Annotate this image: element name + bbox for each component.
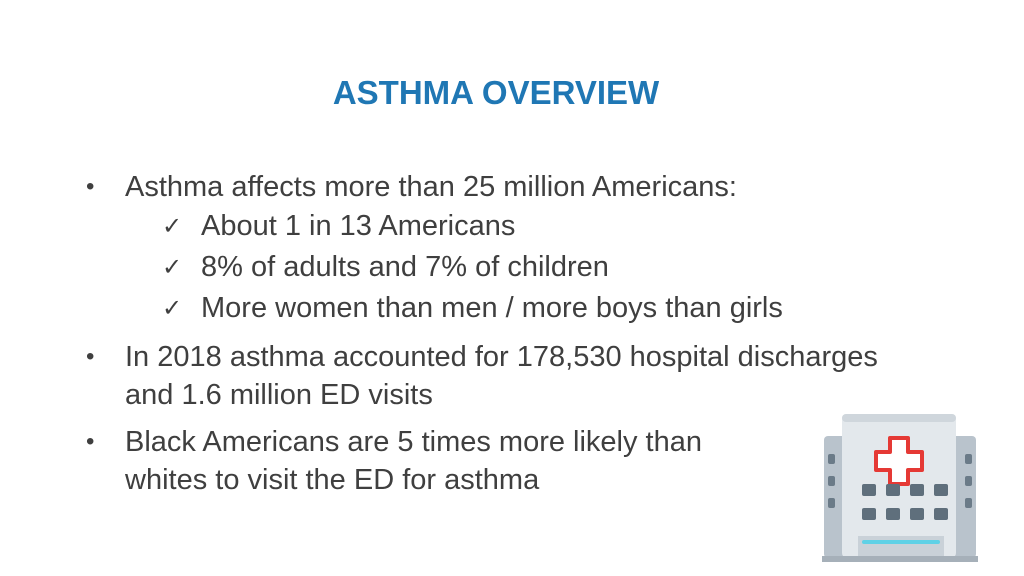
sub-item: ✓ About 1 in 13 Americans — [125, 206, 886, 247]
checkmark-icon: ✓ — [162, 254, 183, 281]
bullet-text: In 2018 asthma accounted for 178,530 hos… — [125, 341, 878, 411]
bullet-marker: • — [86, 343, 95, 370]
sub-item: ✓ 8% of adults and 7% of children — [125, 247, 886, 288]
slide-title: ASTHMA OVERVIEW — [332, 74, 660, 111]
hospital-icon — [822, 414, 978, 562]
bullet-text: Black Americans are 5 times more likely … — [125, 426, 702, 496]
bullet-marker: • — [86, 173, 95, 200]
bullet-marker: • — [86, 428, 95, 455]
bullet-item: • Asthma affects more than 25 million Am… — [86, 168, 886, 329]
sub-item-text: More women than men / more boys than gir… — [201, 292, 783, 324]
bullet-item: • Black Americans are 5 times more likel… — [86, 423, 886, 499]
bullet-text: Asthma affects more than 25 million Amer… — [125, 171, 737, 203]
bullet-item: • In 2018 asthma accounted for 178,530 h… — [86, 338, 886, 414]
sub-item-text: 8% of adults and 7% of children — [201, 251, 609, 283]
checkmark-icon: ✓ — [162, 295, 183, 322]
bullet-list: • Asthma affects more than 25 million Am… — [86, 168, 886, 499]
sub-item-text: About 1 in 13 Americans — [201, 210, 516, 242]
sub-item: ✓ More women than men / more boys than g… — [125, 288, 886, 329]
checkmark-icon: ✓ — [162, 213, 183, 240]
sub-list: ✓ About 1 in 13 Americans ✓ 8% of adults… — [125, 206, 886, 329]
